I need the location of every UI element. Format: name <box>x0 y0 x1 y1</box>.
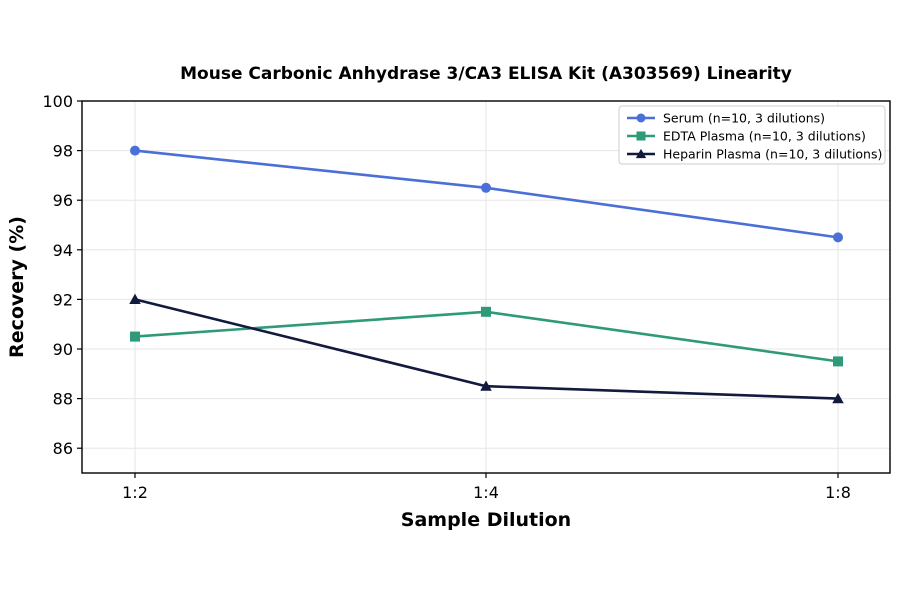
data-point <box>636 131 646 141</box>
legend-item: Heparin Plasma (n=10, 3 dilutions) <box>627 147 882 162</box>
chart-title: Mouse Carbonic Anhydrase 3/CA3 ELISA Kit… <box>180 64 792 84</box>
data-point <box>130 145 140 156</box>
legend-item: EDTA Plasma (n=10, 3 dilutions) <box>627 129 866 144</box>
y-axis-label: Recovery (%) <box>6 216 28 358</box>
data-point <box>129 293 141 304</box>
x-tick-label: 1:2 <box>122 483 148 502</box>
series-2 <box>129 293 844 404</box>
y-tick-label: 96 <box>53 191 73 210</box>
series-layer <box>129 145 844 404</box>
y-tick-label: 88 <box>53 390 73 409</box>
y-tick-label: 90 <box>53 340 73 359</box>
data-point <box>481 306 491 317</box>
legend-label: Serum (n=10, 3 dilutions) <box>663 111 825 126</box>
data-point <box>481 182 491 193</box>
x-tick-label: 1:4 <box>473 483 499 502</box>
data-point <box>833 356 843 367</box>
data-point <box>635 148 647 159</box>
legend: Serum (n=10, 3 dilutions) EDTA Plasma (n=… <box>618 105 886 165</box>
y-tick-label: 98 <box>53 142 73 161</box>
legend-label: Heparin Plasma (n=10, 3 dilutions) <box>663 147 882 162</box>
data-point <box>130 331 140 342</box>
legend-box <box>618 105 886 165</box>
data-point <box>636 113 646 123</box>
data-point <box>480 380 492 391</box>
y-tick-label: 92 <box>53 290 73 309</box>
data-point <box>833 232 843 243</box>
y-tick-label: 94 <box>53 241 73 260</box>
series-0 <box>130 145 843 243</box>
legend-label: EDTA Plasma (n=10, 3 dilutions) <box>663 129 866 144</box>
legend-item: Serum (n=10, 3 dilutions) <box>627 111 825 126</box>
x-tick-label: 1:8 <box>825 483 851 502</box>
data-point <box>832 392 844 404</box>
axis-ticks: 86 88 90 92 94 96 98 100 1:2 1:4 1:8 <box>42 92 850 502</box>
x-axis-label: Sample Dilution <box>401 509 571 531</box>
y-tick-label: 100 <box>42 92 73 111</box>
y-tick-label: 86 <box>53 439 73 458</box>
